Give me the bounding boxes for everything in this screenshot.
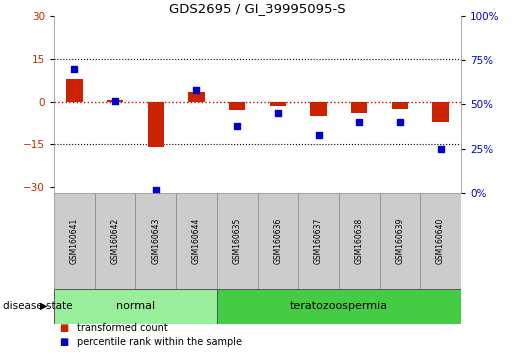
Bar [217,289,461,324]
Point [436,146,444,152]
Bar [380,193,420,289]
Bar [229,102,245,110]
Point [151,187,160,193]
Text: disease state: disease state [3,301,72,311]
Title: GDS2695 / GI_39995095-S: GDS2695 / GI_39995095-S [169,2,346,15]
Text: ■: ■ [59,323,68,333]
Point [274,110,282,116]
Bar [135,193,176,289]
Text: GSM160640: GSM160640 [436,217,445,264]
Text: ▶: ▶ [40,301,48,311]
Bar [420,193,461,289]
Point [396,119,404,125]
Point [233,123,241,129]
Point [111,98,119,104]
Bar [311,102,327,116]
Bar [148,102,164,147]
Text: teratozoospermia: teratozoospermia [290,301,388,311]
Text: GSM160644: GSM160644 [192,217,201,264]
Text: normal: normal [116,301,155,311]
Bar [54,193,95,289]
Text: GSM160642: GSM160642 [111,218,119,264]
Point [355,119,363,125]
Text: GSM160641: GSM160641 [70,218,79,264]
Point [192,87,200,93]
Bar [298,193,339,289]
Text: GSM160638: GSM160638 [355,218,364,264]
Bar [258,193,298,289]
Bar [392,102,408,109]
Point [70,66,78,72]
Text: transformed count: transformed count [77,323,168,333]
Text: GSM160643: GSM160643 [151,217,160,264]
Bar [66,79,82,102]
Point [314,132,322,137]
Bar [217,193,258,289]
Text: GSM160636: GSM160636 [273,217,282,264]
Text: GSM160639: GSM160639 [396,217,404,264]
Bar [176,193,217,289]
Text: GSM160635: GSM160635 [233,217,242,264]
Bar [95,193,135,289]
Bar [54,289,217,324]
Bar [339,193,380,289]
Text: GSM160637: GSM160637 [314,217,323,264]
Bar [107,100,123,102]
Bar [270,102,286,106]
Text: percentile rank within the sample: percentile rank within the sample [77,337,242,348]
Text: ■: ■ [59,337,68,348]
Bar [351,102,367,113]
Bar [433,102,449,121]
Bar [188,92,204,102]
